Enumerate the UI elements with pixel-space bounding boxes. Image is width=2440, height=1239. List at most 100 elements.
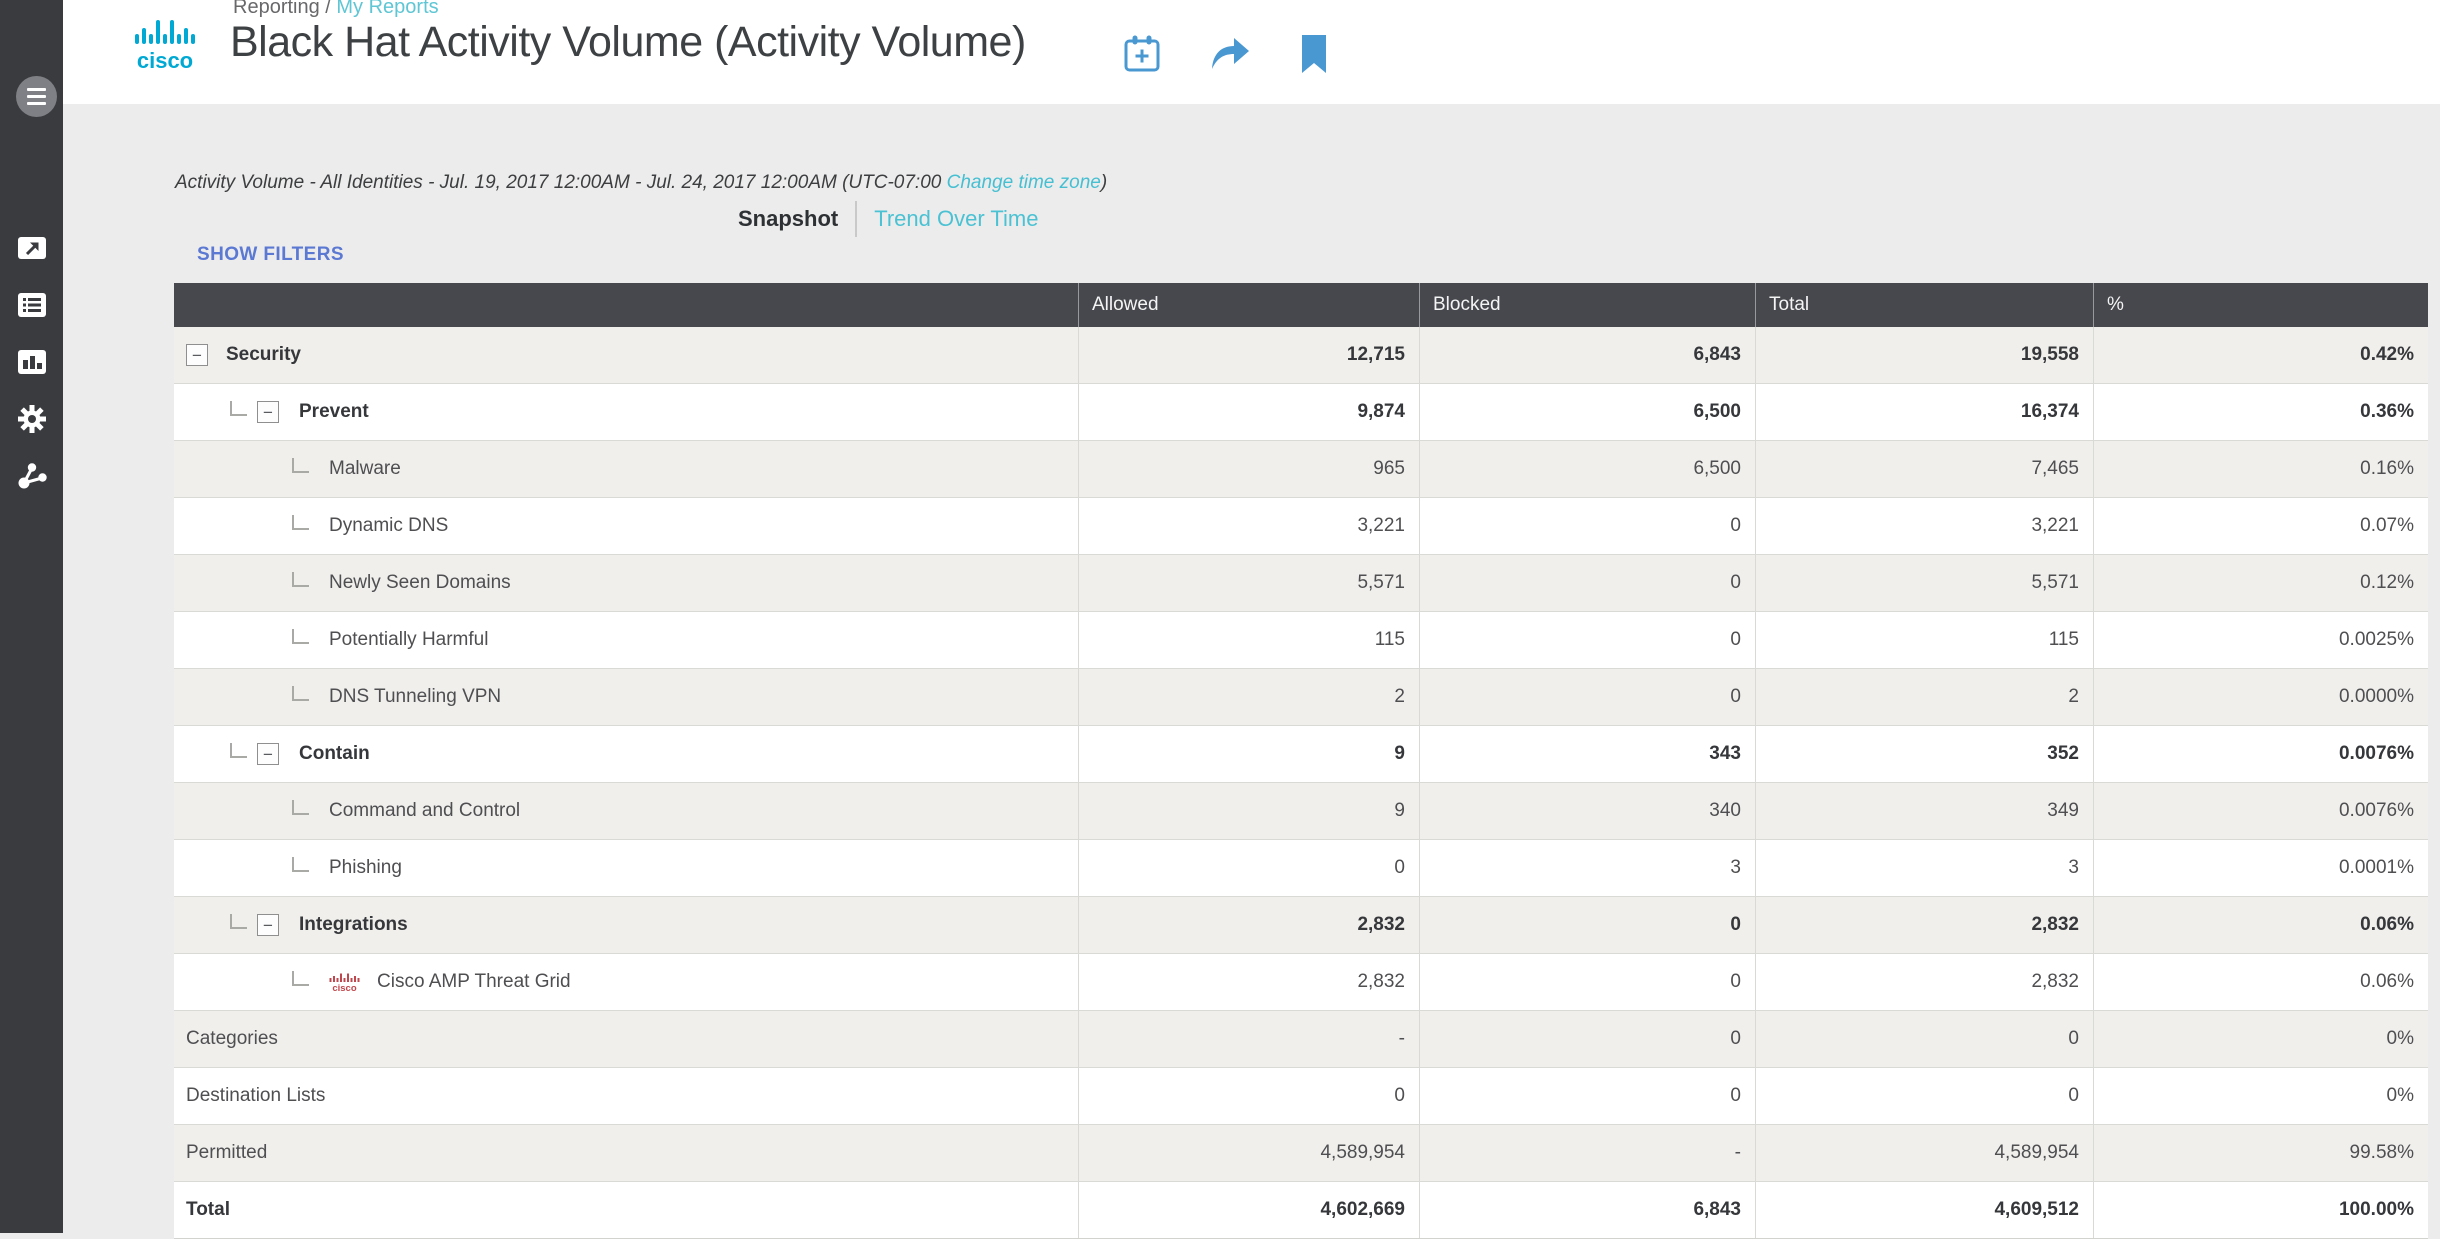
row-label: Contain <box>299 743 370 765</box>
allowed-cell: 2 <box>1078 669 1419 725</box>
percent-value: 0% <box>2387 1028 2414 1050</box>
allowed-cell: 0 <box>1078 840 1419 896</box>
table-row: Total4,602,6696,8434,609,512100.00% <box>174 1181 2428 1238</box>
category-cell: Dynamic DNS <box>174 498 1078 554</box>
percent-value: 0.07% <box>2360 515 2414 537</box>
percent-value: 0.06% <box>2360 914 2414 936</box>
table-row: Destination Lists0000% <box>174 1067 2428 1124</box>
table-row: −Security12,7156,84319,5580.42% <box>174 327 2428 383</box>
total-value: 4,589,954 <box>1994 1142 2079 1164</box>
percent-value: 0.0076% <box>2339 743 2414 765</box>
blocked-value: 0 <box>1730 515 1741 537</box>
total-cell: 19,558 <box>1755 327 2093 383</box>
bookmark-icon[interactable] <box>1299 34 1329 74</box>
percent-cell: 0.42% <box>2093 327 2428 383</box>
tree-connector-icon <box>292 800 309 815</box>
category-cell: −Security <box>174 327 1078 383</box>
allowed-cell: 965 <box>1078 441 1419 497</box>
collapse-toggle-icon[interactable]: − <box>186 344 208 366</box>
percent-value: 0% <box>2387 1085 2414 1107</box>
collapse-toggle-icon[interactable]: − <box>257 914 279 936</box>
blocked-value: 0 <box>1730 1028 1741 1050</box>
top-header: cisco Reporting / My Reports Black Hat A… <box>63 0 2440 104</box>
blocked-value: 0 <box>1730 971 1741 993</box>
blocked-cell: 343 <box>1419 726 1755 782</box>
allowed-cell: 3,221 <box>1078 498 1419 554</box>
blocked-cell: 0 <box>1419 612 1755 668</box>
total-cell: 4,609,512 <box>1755 1182 2093 1238</box>
percent-value: 0.0000% <box>2339 686 2414 708</box>
table-row: Malware9656,5007,4650.16% <box>174 440 2428 497</box>
tab-trend-over-time[interactable]: Trend Over Time <box>874 206 1038 232</box>
category-cell: −Prevent <box>174 384 1078 440</box>
overview-launch-icon[interactable] <box>17 233 47 263</box>
column-header-percent[interactable]: % <box>2093 283 2428 327</box>
column-header-blocked[interactable]: Blocked <box>1419 283 1755 327</box>
allowed-value: 0 <box>1394 1085 1405 1107</box>
collapse-toggle-icon[interactable]: − <box>257 401 279 423</box>
percent-cell: 0.0001% <box>2093 840 2428 896</box>
tree-connector-icon <box>292 515 309 530</box>
share-icon[interactable] <box>1208 35 1252 73</box>
column-header-total[interactable]: Total <box>1755 283 2093 327</box>
report-meta: Activity Volume - All Identities - Jul. … <box>175 172 1107 194</box>
row-label: Integrations <box>299 914 408 936</box>
collapse-toggle-icon[interactable]: − <box>257 743 279 765</box>
breadcrumb-current-link[interactable]: My Reports <box>336 0 438 18</box>
allowed-value: 2,832 <box>1357 971 1405 993</box>
row-label: Security <box>226 344 301 366</box>
activity-log-list-icon[interactable] <box>17 290 47 320</box>
percent-cell: 0.0025% <box>2093 612 2428 668</box>
table-row: Categories-000% <box>174 1010 2428 1067</box>
table-row: cisco Cisco AMP Threat Grid2,83202,8320.… <box>174 953 2428 1010</box>
total-value: 2,832 <box>2031 914 2079 936</box>
column-header-allowed[interactable]: Allowed <box>1078 283 1419 327</box>
activity-volume-table: Allowed Blocked Total % −Security12,7156… <box>174 283 2428 1239</box>
row-label: Malware <box>329 458 401 480</box>
schedule-calendar-icon[interactable] <box>1123 34 1161 74</box>
total-cell: 7,465 <box>1755 441 2093 497</box>
total-value: 7,465 <box>2031 458 2079 480</box>
blocked-value: 0 <box>1730 629 1741 651</box>
network-share-icon[interactable] <box>17 461 47 491</box>
allowed-cell: 9 <box>1078 783 1419 839</box>
change-timezone-link[interactable]: Change time zone <box>947 172 1101 193</box>
row-label: Prevent <box>299 401 369 423</box>
blocked-cell: 0 <box>1419 897 1755 953</box>
blocked-cell: 3 <box>1419 840 1755 896</box>
report-actions <box>1123 34 1329 74</box>
row-label: Phishing <box>329 857 402 879</box>
allowed-cell: 5,571 <box>1078 555 1419 611</box>
breadcrumb-section[interactable]: Reporting <box>233 0 320 18</box>
total-value: 4,609,512 <box>1994 1199 2079 1221</box>
total-value: 3,221 <box>2031 515 2079 537</box>
blocked-cell: - <box>1419 1125 1755 1181</box>
blocked-value: 6,500 <box>1693 401 1741 423</box>
row-label: Dynamic DNS <box>329 515 448 537</box>
allowed-value: 3,221 <box>1357 515 1405 537</box>
table-row: Dynamic DNS 3,221 0 3,221 0.07% <box>174 497 2428 554</box>
settings-gear-icon[interactable] <box>17 404 47 434</box>
percent-value: 0.0001% <box>2339 857 2414 879</box>
allowed-cell: - <box>1078 1011 1419 1067</box>
reports-bar-chart-icon[interactable] <box>17 347 47 377</box>
row-label: Potentially Harmful <box>329 629 488 651</box>
percent-cell: 0.16% <box>2093 441 2428 497</box>
category-cell: Newly Seen Domains <box>174 555 1078 611</box>
hamburger-menu-icon[interactable] <box>16 76 57 117</box>
total-cell: 16,374 <box>1755 384 2093 440</box>
tab-snapshot[interactable]: Snapshot <box>738 206 838 232</box>
row-label: Command and Control <box>329 800 520 822</box>
allowed-value: 2 <box>1394 686 1405 708</box>
category-cell: Command and Control <box>174 783 1078 839</box>
show-filters-link[interactable]: SHOW FILTERS <box>197 244 344 266</box>
row-label: Destination Lists <box>186 1085 325 1107</box>
allowed-cell: 9 <box>1078 726 1419 782</box>
table-row: Potentially Harmful11501150.0025% <box>174 611 2428 668</box>
allowed-cell: 4,589,954 <box>1078 1125 1419 1181</box>
percent-value: 0.16% <box>2360 458 2414 480</box>
row-label: Newly Seen Domains <box>329 572 511 594</box>
category-cell: cisco Cisco AMP Threat Grid <box>174 954 1078 1010</box>
total-value: 0 <box>2068 1085 2079 1107</box>
allowed-value: 9,874 <box>1357 401 1405 423</box>
